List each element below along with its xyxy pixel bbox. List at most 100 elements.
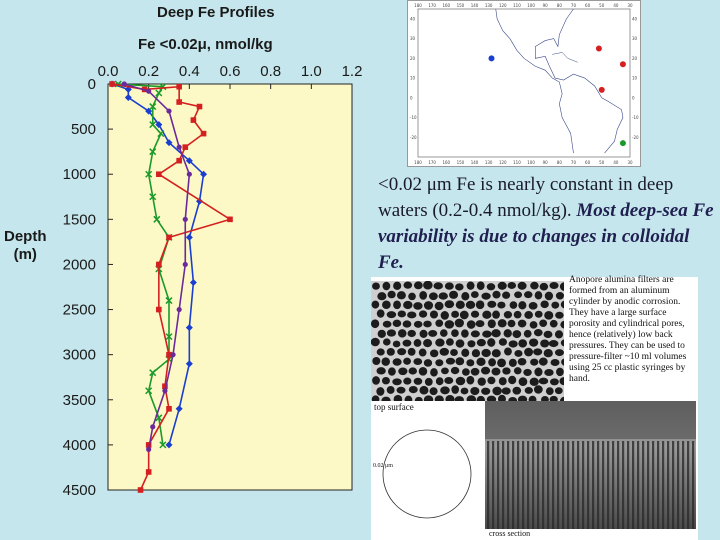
pore	[507, 319, 516, 328]
x-tick-label: 0.4	[179, 63, 200, 80]
map-lat-label: -20	[632, 135, 639, 140]
pore	[419, 385, 429, 395]
pore	[492, 290, 501, 299]
pore	[387, 290, 396, 299]
data-point	[145, 387, 153, 395]
map-lon-label: 110	[513, 160, 521, 165]
map-lon-label: 150	[457, 160, 465, 165]
pore	[523, 368, 532, 376]
pore	[470, 386, 480, 396]
pore	[428, 329, 438, 337]
pore	[538, 357, 548, 366]
pore	[539, 282, 549, 291]
plot-area	[107, 83, 353, 491]
map-lon-label: 30	[627, 160, 633, 165]
data-point	[166, 234, 172, 241]
pore	[551, 301, 560, 309]
pore	[440, 311, 449, 320]
data-point	[227, 216, 233, 223]
pore	[435, 377, 444, 386]
y-tick-label: 0	[88, 76, 96, 93]
pore	[392, 358, 402, 366]
pore	[382, 320, 392, 328]
x-axis-title: Fe <0.02μ, nmol/kg	[138, 36, 273, 53]
map-lat-label: 30	[410, 36, 416, 41]
data-point	[182, 261, 188, 268]
pore	[403, 281, 413, 289]
pore	[504, 347, 512, 356]
pore	[435, 319, 444, 327]
data-point	[165, 297, 173, 305]
map-lon-label: 160	[442, 3, 450, 8]
pore	[540, 300, 549, 309]
pore	[429, 310, 438, 319]
map-lat-label: -20	[410, 135, 417, 140]
pore	[377, 329, 386, 338]
data-point	[176, 99, 182, 105]
data-point	[145, 442, 152, 448]
pore	[429, 349, 439, 358]
map-lon-label: 110	[513, 3, 521, 8]
pore	[544, 311, 554, 320]
pore	[435, 359, 444, 367]
y-tick-label: 3500	[63, 392, 96, 409]
sem-top-surface-image	[371, 281, 564, 401]
pore-column	[637, 441, 640, 529]
pore	[403, 377, 412, 385]
pore-column	[692, 441, 695, 529]
pore	[517, 357, 527, 366]
pore	[413, 339, 422, 347]
pore	[476, 395, 485, 401]
pore	[491, 367, 501, 376]
data-point	[165, 441, 173, 449]
pore	[524, 386, 533, 394]
pore	[423, 395, 434, 401]
pore	[424, 377, 433, 386]
pore	[475, 300, 485, 310]
pore	[382, 338, 391, 346]
pore-column	[607, 441, 610, 529]
pore	[491, 349, 501, 358]
caption-plain: <0.02 μm Fe is nearly constant in deep w…	[378, 174, 674, 221]
map-lon-label: 120	[499, 3, 507, 8]
pore	[554, 349, 564, 357]
pore	[512, 330, 522, 339]
pore	[517, 281, 527, 290]
data-point	[121, 81, 127, 87]
pore-column	[572, 441, 575, 529]
pore	[418, 366, 428, 376]
pore	[560, 300, 564, 309]
pore	[482, 330, 492, 338]
pore	[524, 291, 533, 299]
filter-description: Anopore alumina filters are formed from …	[569, 275, 687, 384]
pore	[371, 300, 380, 309]
x-tick-label: 0.8	[260, 63, 281, 80]
data-point	[200, 130, 207, 137]
pore	[376, 309, 385, 318]
pore	[439, 347, 449, 356]
data-point	[149, 369, 157, 377]
data-point	[200, 170, 208, 178]
pore	[517, 395, 528, 401]
cross-section-label: cross section	[489, 529, 531, 538]
y-tick-label: 1500	[63, 211, 96, 228]
pore	[533, 348, 543, 356]
pore	[429, 292, 438, 301]
map-lon-label: 120	[499, 160, 507, 165]
pore	[461, 348, 470, 357]
pore	[482, 310, 492, 319]
pore	[486, 395, 497, 401]
station-map: 180 180 170 170 160 160 150 150 140 140 130 130 120 1…	[407, 0, 641, 167]
map-lat-label: 10	[410, 76, 416, 81]
data-point	[145, 170, 153, 178]
map-lat-label: -10	[632, 115, 639, 120]
pore	[414, 396, 423, 401]
pore	[393, 394, 403, 401]
pore	[486, 283, 496, 291]
pore	[529, 321, 538, 329]
pore	[518, 301, 527, 310]
pore-column	[562, 441, 565, 529]
pore	[502, 367, 511, 375]
pore	[462, 368, 470, 376]
pore	[372, 282, 380, 290]
